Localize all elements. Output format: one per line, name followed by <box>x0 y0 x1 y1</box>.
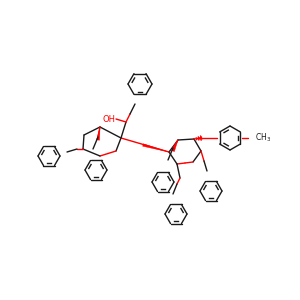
Text: CH$_3$: CH$_3$ <box>255 132 271 144</box>
Polygon shape <box>194 136 202 140</box>
Text: OH: OH <box>103 115 116 124</box>
Polygon shape <box>143 144 169 152</box>
Polygon shape <box>172 140 178 152</box>
Polygon shape <box>97 127 100 140</box>
